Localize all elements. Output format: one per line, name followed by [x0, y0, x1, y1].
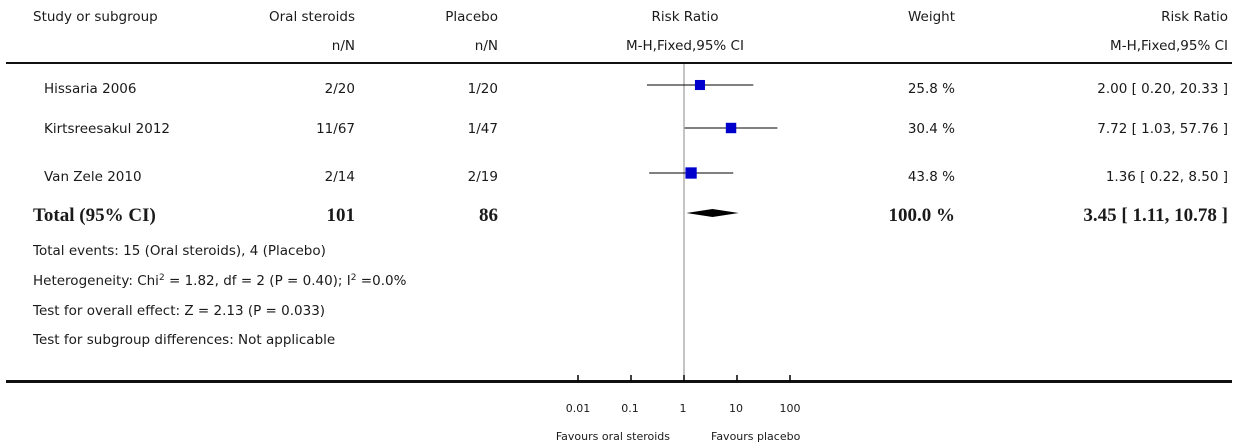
header-group1-sub: n/N [331, 38, 355, 54]
header-group2: Placebo [445, 9, 498, 25]
header-group1: Oral steroids [269, 9, 355, 25]
footnote-events: Total events: 15 (Oral steroids), 4 (Pla… [33, 243, 326, 259]
total-g2: 86 [479, 205, 498, 226]
header-rule [6, 62, 1232, 64]
study-g1: 2/20 [324, 81, 355, 97]
total-weight: 100.0 % [888, 205, 956, 226]
study-weight: 25.8 % [907, 81, 955, 97]
study-ci: 1.36 [ 0.22, 8.50 ] [1105, 169, 1228, 185]
footnote-overall-effect: Test for overall effect: Z = 2.13 (P = 0… [33, 303, 326, 319]
header-study: Study or subgroup [33, 9, 158, 25]
footer-rule [6, 380, 1232, 383]
axis-tick-label: 1 [679, 402, 687, 415]
header-effect: Risk Ratio [1161, 9, 1228, 25]
heterogeneity-text-a: Heterogeneity: Chi [33, 273, 159, 289]
heterogeneity-text-b: = 1.82, df = 2 (P = 0.40); I [164, 273, 351, 289]
study-g1: 11/67 [316, 121, 355, 137]
chi-superscript: 2 [158, 273, 165, 283]
study-weight: 30.4 % [907, 121, 955, 137]
study-ci: 7.72 [ 1.03, 57.76 ] [1097, 121, 1228, 137]
footnote-heterogeneity: Heterogeneity: Chi2 = 1.82, df = 2 (P = … [33, 272, 406, 290]
axis-tick-label: 0.01 [565, 402, 591, 415]
study-g1: 2/14 [324, 169, 355, 185]
study-name: Kirtsreesakul 2012 [44, 121, 171, 137]
axis-tick-label: 10 [729, 402, 743, 415]
study-name: Van Zele 2010 [44, 169, 142, 185]
i-superscript: 2 [350, 273, 357, 283]
total-g1: 101 [326, 205, 356, 226]
study-effect-marker [694, 79, 705, 91]
header-plot-sub: M-H,Fixed,95% CI [626, 38, 744, 54]
axis-tick-label: 100 [779, 402, 801, 415]
header-weight: Weight [907, 9, 955, 25]
pooled-effect-diamond [686, 209, 739, 217]
heterogeneity-text-c: =0.0% [356, 273, 407, 289]
study-g2: 2/19 [467, 169, 498, 185]
header-effect-sub: M-H,Fixed,95% CI [1110, 38, 1228, 54]
study-g2: 1/47 [467, 121, 498, 137]
study-effect-marker [685, 167, 697, 179]
study-name: Hissaria 2006 [44, 81, 137, 97]
study-g2: 1/20 [467, 81, 498, 97]
total-label: Total (95% CI) [33, 205, 156, 226]
footnote-subgroup: Test for subgroup differences: Not appli… [33, 332, 336, 348]
study-ci: 2.00 [ 0.20, 20.33 ] [1097, 81, 1228, 97]
header-group2-sub: n/N [474, 38, 498, 54]
axis-tick-label: 0.1 [621, 402, 639, 415]
header-plot: Risk Ratio [651, 9, 719, 25]
total-ci: 3.45 [ 1.11, 10.78 ] [1083, 205, 1228, 226]
study-weight: 43.8 % [907, 169, 955, 185]
study-effect-marker [725, 122, 737, 134]
favours-right-label: Favours placebo [711, 430, 801, 443]
favours-left-label: Favours oral steroids [555, 430, 670, 443]
